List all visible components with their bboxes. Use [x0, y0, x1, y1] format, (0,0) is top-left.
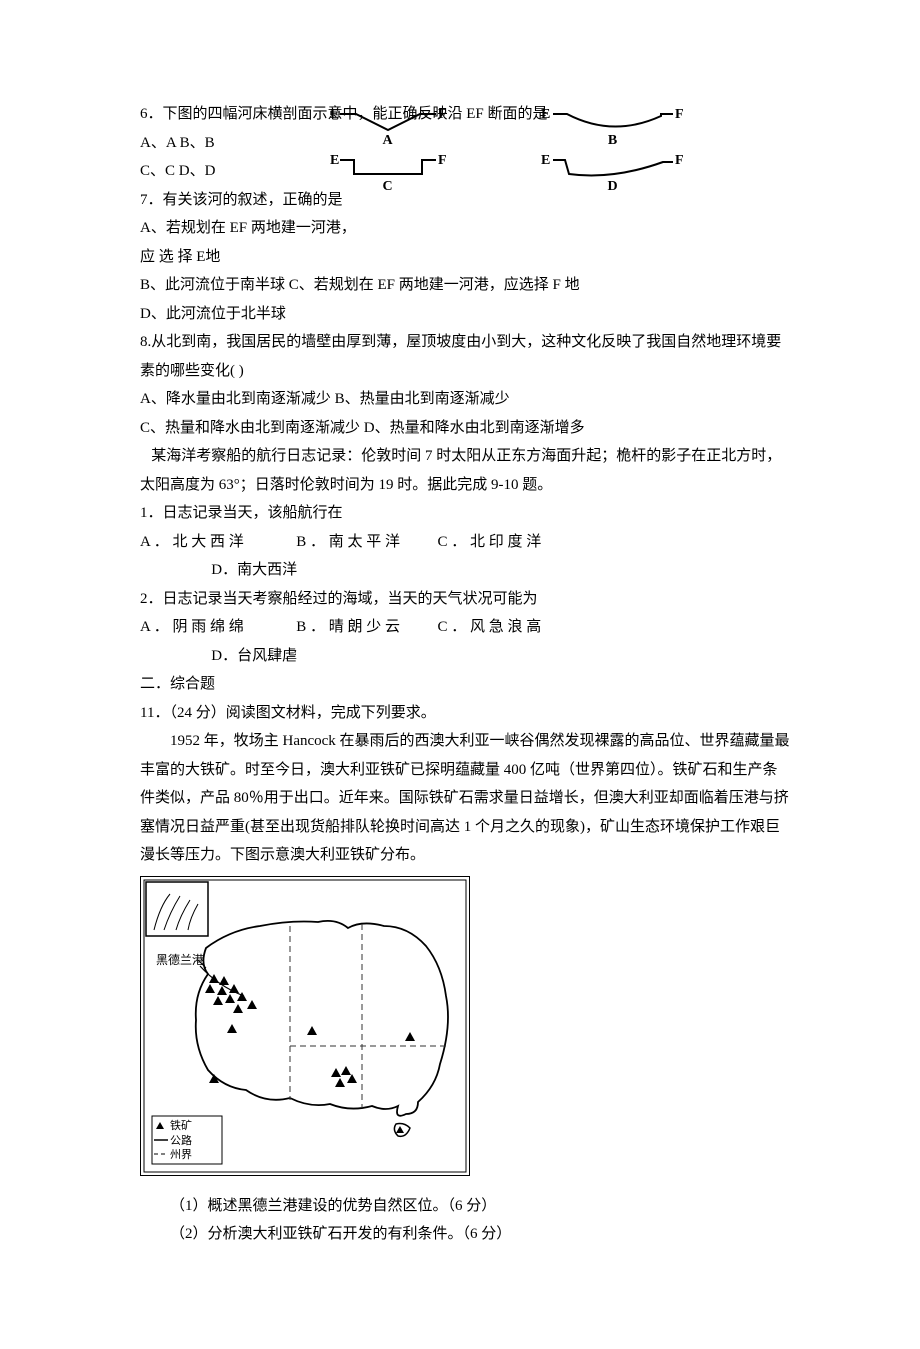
svg-text:E: E: [330, 107, 339, 122]
q7-opt-d: D、此河流位于北半球: [140, 300, 790, 329]
svg-text:F: F: [438, 153, 447, 168]
q1-line2: D．南大西洋: [140, 556, 790, 585]
q7-optA-pre: A、若规划在 EF 两地建一河港，: [140, 220, 356, 236]
map-legend: 铁矿 公路 州界: [152, 1116, 222, 1164]
svg-text:F: F: [675, 153, 684, 168]
q7-optA-post: 应 选 择 E地: [140, 249, 220, 265]
q11-paragraph: 1952 年，牧场主 Hancock 在暴雨后的西澳大利亚一峡谷偶然发现裸露的高…: [140, 727, 790, 870]
diagram-d-label: D: [607, 180, 617, 194]
question-6: 6．下图的四幅河床横剖面示意中，能正确反映沿 EF 断面的是 E F A E F…: [140, 100, 790, 271]
q8-stem: 8.从北到南，我国居民的墙壁由厚到薄，屋顶坡度由小到大，这种文化反映了我国自然地…: [140, 328, 790, 385]
q6-opt-ab: A、A B、B: [140, 129, 215, 158]
svg-text:E: E: [541, 107, 550, 122]
cross-section-diagrams: E F A E F B E F C E: [290, 104, 710, 196]
svg-text:公路: 公路: [170, 1134, 192, 1147]
q11-sub2: （2）分析澳大利亚铁矿石开发的有利条件。（6 分）: [140, 1220, 790, 1249]
q2-line1: A ． 阴 雨 绵 绵 B ． 晴 朗 少 云 C ． 风 急 浪 高: [140, 613, 790, 642]
section-2-heading: 二．综合题: [140, 670, 790, 699]
q8-line2: C、热量和降水由北到南逐渐减少 D、热量和降水由北到南逐渐增多: [140, 414, 790, 443]
svg-text:E: E: [330, 153, 339, 168]
q8-line1: A、降水量由北到南逐渐减少 B、热量由北到南逐渐减少: [140, 385, 790, 414]
passage-9-10: 某海洋考察船的航行日志记录：伦敦时间 7 时太阳从正东方海面升起；桅杆的影子在正…: [140, 442, 790, 499]
q2-line2: D．台风肆虐: [140, 642, 790, 671]
diagram-b-label: B: [608, 134, 617, 148]
q7-opt-bc: B、此河流位于南半球 C、若规划在 EF 两地建一河港，应选择 F 地: [140, 271, 790, 300]
diagram-d: E F D: [515, 152, 710, 196]
q6-opt-cd: C、C D、D: [140, 157, 215, 186]
diagram-a: E F A: [290, 104, 485, 148]
australia-map: 黑德兰港 铁矿 公路 州: [140, 876, 790, 1176]
diagram-c-label: C: [382, 180, 392, 194]
q2-stem: 2．日志记录当天考察船经过的海域，当天的天气状况可能为: [140, 585, 790, 614]
diagram-b: E F B: [515, 104, 710, 148]
svg-text:州界: 州界: [170, 1148, 192, 1161]
svg-text:铁矿: 铁矿: [170, 1119, 192, 1132]
port-label: 黑德兰港: [156, 952, 204, 967]
q11-stem: 11．（24 分）阅读图文材料，完成下列要求。: [140, 699, 790, 728]
diagram-c: E F C: [290, 152, 485, 196]
svg-text:E: E: [541, 153, 550, 168]
q1-stem: 1．日志记录当天，该船航行在: [140, 499, 790, 528]
q7-optA: A、若规划在 EF 两地建一河港， 应 选 择 E地: [140, 214, 790, 271]
diagram-a-label: A: [382, 134, 392, 148]
q11-sub1: （1）概述黑德兰港建设的优势自然区位。（6 分）: [140, 1192, 790, 1221]
svg-text:F: F: [438, 107, 447, 122]
q1-line1: A ． 北 大 西 洋 B ． 南 太 平 洋 C ． 北 印 度 洋: [140, 528, 790, 557]
svg-text:F: F: [675, 107, 684, 122]
